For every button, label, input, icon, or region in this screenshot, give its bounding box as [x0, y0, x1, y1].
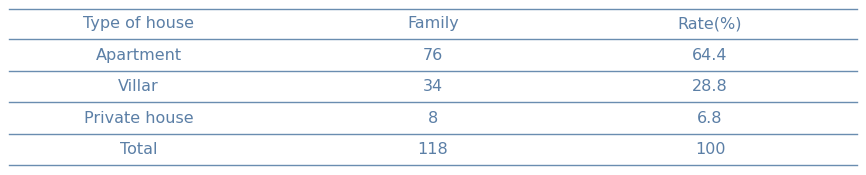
Text: 28.8: 28.8 [692, 79, 728, 94]
Text: Apartment: Apartment [95, 48, 182, 63]
Text: Family: Family [407, 16, 459, 31]
Text: 118: 118 [417, 142, 449, 157]
Text: 64.4: 64.4 [693, 48, 727, 63]
Text: 8: 8 [428, 111, 438, 126]
Text: 6.8: 6.8 [697, 111, 723, 126]
Text: 34: 34 [423, 79, 443, 94]
Text: 76: 76 [423, 48, 443, 63]
Text: 100: 100 [695, 142, 726, 157]
Text: Type of house: Type of house [83, 16, 194, 31]
Text: Private house: Private house [84, 111, 193, 126]
Text: Villar: Villar [118, 79, 159, 94]
Text: Rate(%): Rate(%) [678, 16, 742, 31]
Text: Total: Total [120, 142, 158, 157]
